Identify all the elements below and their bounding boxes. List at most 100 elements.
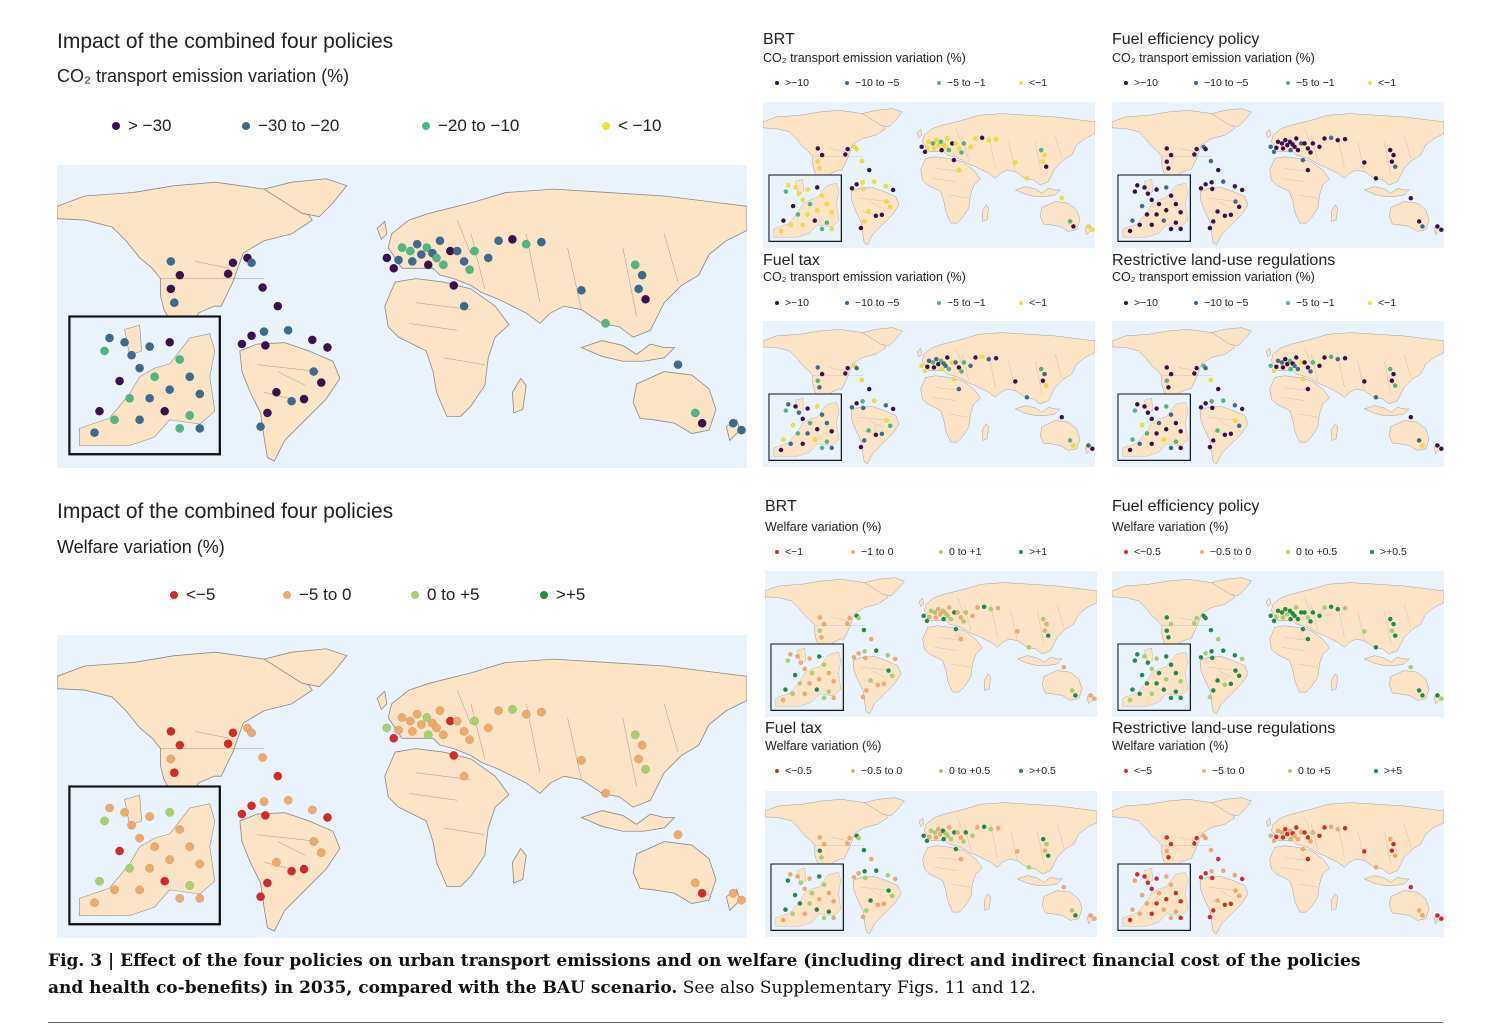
inset-city-point [1178, 226, 1183, 232]
city-point [1092, 696, 1097, 702]
legend-item: −5 to 0 [283, 585, 411, 605]
panel-subtitle: Welfare variation (%) [765, 520, 882, 534]
city-point [1268, 833, 1273, 839]
city-point [817, 615, 823, 620]
legend-item: −5 to 0 [1202, 765, 1288, 777]
inset-city-point [795, 212, 801, 217]
legend-item: 0 to +0.5 [939, 765, 1019, 777]
inset-city-point [826, 689, 832, 694]
city-point [1308, 619, 1313, 624]
city-point [1192, 371, 1197, 376]
city-point [1168, 371, 1174, 377]
city-point [521, 709, 531, 719]
inset-city-point [824, 220, 830, 225]
brt-welfare-map [765, 571, 1097, 717]
inset-city-point [1132, 408, 1138, 413]
city-point [1408, 664, 1414, 670]
city-point [921, 833, 926, 839]
inset-border [68, 785, 221, 926]
city-point [936, 606, 941, 612]
inset-city-point [816, 676, 822, 682]
country-border [1208, 887, 1239, 891]
inset-land [797, 647, 806, 663]
inset-city-point [1134, 652, 1140, 657]
country-border [955, 128, 963, 146]
city-point [941, 616, 946, 622]
land-mass [924, 802, 1097, 875]
city-point [1322, 136, 1327, 141]
city-point [1302, 141, 1307, 146]
inset-land [795, 178, 804, 194]
figure-caption: Fig. 3 | Effect of the four policies on … [48, 948, 1378, 1002]
city-point [465, 735, 474, 745]
inset-border [68, 315, 221, 456]
inset-city-point [1163, 404, 1169, 409]
panel-title: BRT [765, 498, 797, 515]
city-point [928, 608, 934, 614]
land-mass [864, 797, 905, 817]
land-mass [384, 748, 510, 887]
legend-item: 0 to +5 [1288, 765, 1374, 777]
inset-city-point [100, 816, 109, 826]
legend-dot [1124, 81, 1128, 85]
city-point [1203, 835, 1208, 841]
panel-title: Fuel tax [765, 720, 822, 737]
city-point [166, 284, 176, 294]
city-point [1335, 356, 1341, 362]
city-point [166, 727, 176, 736]
caption-normal-text: See also Supplementary Figs. 11 and 12. [677, 978, 1037, 998]
city-point [1040, 836, 1046, 842]
city-point [1166, 385, 1171, 390]
city-point [1308, 839, 1313, 844]
city-point [931, 146, 937, 151]
city-point [948, 836, 954, 842]
country-border [1357, 360, 1365, 391]
city-point [958, 835, 964, 840]
inset-city-point [793, 185, 798, 190]
inset-city-point [127, 820, 136, 830]
land-mass [1363, 186, 1410, 197]
legend-dot [602, 122, 610, 130]
world-map-graphic [1112, 797, 1444, 934]
inset-city-point [195, 894, 205, 903]
city-point [1166, 635, 1171, 640]
inset-city-point [1144, 901, 1150, 906]
city-point [1239, 187, 1245, 193]
inset-city-point [780, 917, 786, 923]
inset-city-point [824, 439, 830, 444]
city-point [873, 648, 879, 653]
city-point [861, 847, 867, 853]
inset-city-point [1161, 907, 1167, 912]
city-point [1302, 360, 1307, 365]
inset-city-point [195, 424, 205, 433]
city-point [1203, 365, 1208, 371]
inset-city-point [1145, 880, 1151, 885]
panel-subtitle: Welfare variation (%) [1112, 739, 1229, 753]
city-point [890, 406, 896, 412]
city-point [1439, 227, 1444, 233]
caption-bold-text: Effect of the four policies on urban tra… [48, 951, 1361, 998]
city-point [577, 755, 586, 765]
city-point [1280, 835, 1286, 840]
city-point [988, 826, 994, 832]
country-border [1297, 883, 1318, 888]
country-border [1311, 354, 1318, 381]
brt-emissions-map [763, 102, 1095, 248]
city-point [273, 301, 283, 311]
city-point [931, 365, 937, 370]
city-point [817, 628, 823, 634]
country-border [443, 827, 485, 835]
city-point [851, 654, 857, 660]
city-point [1268, 613, 1273, 619]
city-point [641, 294, 650, 304]
legend-dot [775, 81, 779, 85]
city-point [821, 621, 827, 627]
panel-legend: <−0.5 −0.5 to 0 0 to +0.5 >+0.5 [775, 765, 1056, 777]
panel-legend: <−1 −1 to 0 0 to +1 >+1 [775, 546, 1047, 558]
legend-item: <−0.5 [775, 765, 851, 777]
country-border [1357, 141, 1365, 172]
city-point [697, 418, 707, 428]
city-point [1013, 160, 1018, 165]
inset-city-point [1163, 185, 1169, 190]
country-border [869, 201, 883, 209]
